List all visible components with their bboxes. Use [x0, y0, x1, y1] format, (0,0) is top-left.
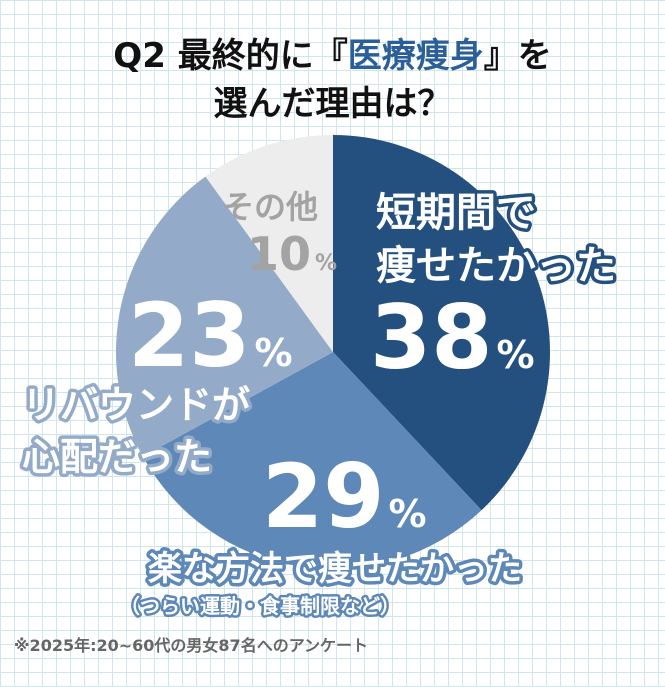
- pie-slice-2: [142, 352, 482, 570]
- slice-label-3-line-1: リバウンドが: [22, 383, 250, 427]
- chart-title-line1: Q2 最終的に『医療痩身』を: [0, 34, 665, 78]
- slice-label-2-line-1: 楽な方法で痩せたかった: [148, 549, 522, 589]
- chart-title-line2: 選んだ理由は？: [213, 84, 452, 124]
- pie-slice-4: [205, 135, 333, 352]
- title-highlight: 医療痩身: [347, 36, 484, 76]
- slice-label-3-line-2: 心配だった: [22, 435, 212, 479]
- slice-sublabel-2: （つらい運動・食事制限など）: [120, 594, 400, 618]
- pie-slice-3: [115, 176, 333, 457]
- slice-value-2: 29%: [262, 445, 427, 548]
- slice-label-1-line-1: 短期間で: [376, 190, 536, 236]
- slice-value-3: 23%: [128, 284, 293, 387]
- slice-label-1-line-2: 痩せたかった: [376, 243, 616, 289]
- slice-value-1: 38%: [370, 286, 535, 389]
- title-suffix: 』を: [483, 36, 552, 76]
- title-prefix: Q2 最終的に『: [113, 36, 348, 76]
- pie-slice-1: [333, 135, 551, 511]
- footnote: ※2025年:20~60代の男女87名へのアンケート: [14, 636, 369, 655]
- slice-value-4: 10%: [247, 227, 337, 281]
- slice-label-4-line-1: その他: [222, 188, 318, 226]
